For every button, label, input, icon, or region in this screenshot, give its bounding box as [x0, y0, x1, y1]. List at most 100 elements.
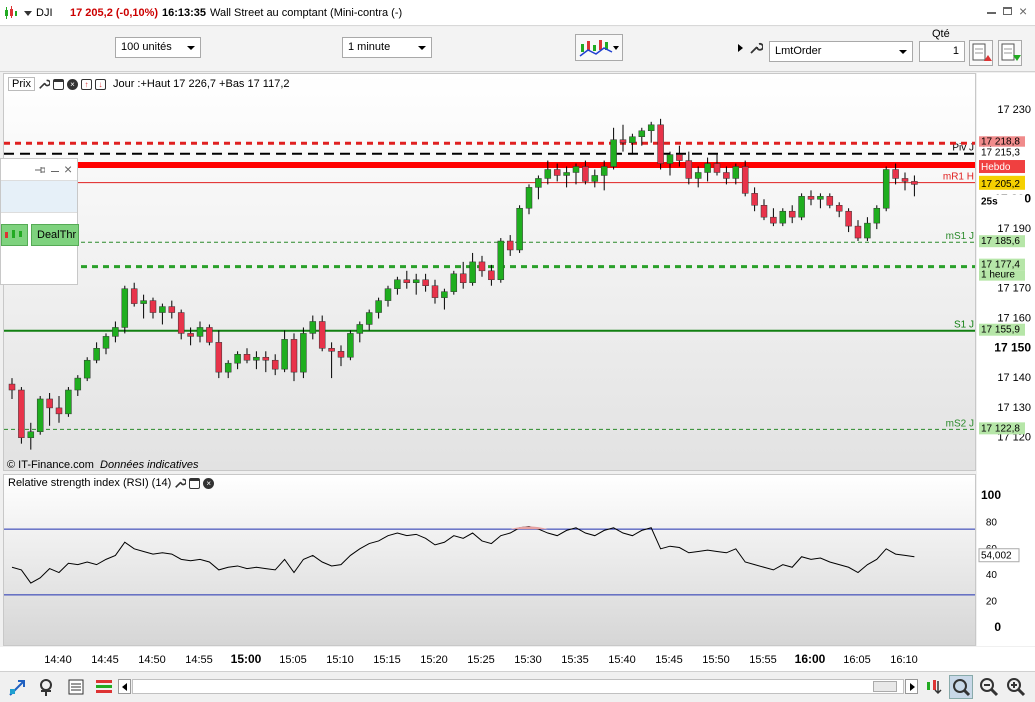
bottom-toolbar: [0, 671, 1035, 702]
widget-close-button[interactable]: ×: [64, 161, 73, 177]
candle: [347, 330, 354, 361]
candle: [478, 255, 486, 277]
bullish-candle-body: [600, 166, 608, 176]
time-axis-label: 15:50: [702, 654, 730, 666]
close-panel-icon[interactable]: ×: [66, 78, 78, 90]
bullish-candle-body: [384, 288, 392, 301]
candle: [469, 252, 476, 286]
ms1-level-text: 17 185,6: [981, 236, 1020, 247]
restore-button[interactable]: [1003, 7, 1012, 15]
bearish-candle-body: [206, 327, 213, 343]
candle: [770, 208, 777, 227]
sell-order-button[interactable]: [998, 40, 1022, 66]
price-chart-panel[interactable]: Piv J mR1 H mS1 J S1 J mS2 J Prix × ↑ ↓ Jour…: [3, 73, 976, 471]
dropdown-arrow-icon[interactable]: [24, 11, 32, 16]
trading-widget[interactable]: × DealThr: [0, 158, 79, 285]
rsi-panel-title: Relative strength index (RSI) (14): [8, 477, 172, 489]
candle: [610, 127, 617, 170]
window-icon[interactable]: [52, 78, 64, 90]
drawing-list-icon[interactable]: [66, 677, 86, 697]
wrench-icon[interactable]: [174, 477, 187, 489]
candle: [845, 208, 852, 233]
order-type-select[interactable]: LmtOrder: [769, 41, 913, 62]
zoom-in-icon[interactable]: [1006, 677, 1026, 697]
close-panel-icon[interactable]: ×: [203, 477, 215, 489]
bearish-candle-body: [431, 285, 439, 298]
bearish-candle-body: [506, 240, 514, 251]
candle: [55, 395, 63, 423]
candle: [309, 315, 317, 340]
interval-select[interactable]: 1 minute: [342, 37, 432, 58]
widget-minimize-button[interactable]: [51, 171, 59, 172]
candle: [741, 160, 749, 197]
bearish-candle-body: [130, 288, 138, 304]
dealthrough-button[interactable]: DealThr: [31, 224, 79, 246]
candle: [892, 163, 899, 185]
collapse-arrow-icon[interactable]: [738, 44, 743, 52]
time-axis-label: 15:40: [608, 654, 636, 666]
candle: [600, 160, 608, 191]
window-icon[interactable]: [189, 477, 201, 489]
price-panel-header: Prix × ↑ ↓ Jour :+Haut 17 226,7 +Bas 17 …: [8, 77, 290, 91]
bullish-candle-body: [544, 169, 552, 179]
bullish-candle-body: [610, 139, 617, 167]
pin-icon[interactable]: [35, 165, 45, 175]
cursor-tool-icon[interactable]: [8, 677, 28, 697]
bullish-candle-body: [309, 321, 317, 334]
close-button[interactable]: ×: [1019, 3, 1028, 19]
move-down-icon[interactable]: ↓: [94, 78, 106, 90]
wrench-icon[interactable]: [749, 41, 763, 55]
widget-small-button[interactable]: [1, 224, 28, 246]
rsi-panel[interactable]: Relative strength index (RSI) (14) ×: [3, 474, 976, 646]
bullish-candle-body: [83, 359, 91, 379]
magnet-tool-icon[interactable]: [37, 677, 57, 697]
quantity-select[interactable]: 100 unités: [115, 37, 201, 58]
bullish-candle-body: [525, 187, 533, 209]
widget-button-row: DealThr: [1, 224, 79, 246]
candle: [901, 172, 909, 191]
candle: [431, 279, 439, 304]
scroll-left-button[interactable]: [118, 679, 131, 694]
ms2-level-text: 17 122,8: [981, 423, 1020, 434]
quantity-input[interactable]: 1: [919, 41, 965, 62]
s1-level-text: 17 155,9: [981, 325, 1020, 336]
scroll-right-button[interactable]: [905, 679, 918, 694]
candle: [215, 330, 223, 379]
zoom-fit-button[interactable]: [949, 675, 973, 699]
bearish-candle-body: [478, 261, 486, 272]
rsi-axis-label: 0: [994, 620, 1001, 634]
bullish-candle-body: [140, 300, 147, 304]
time-axis-label: 15:20: [420, 654, 448, 666]
current-price-box: [979, 175, 1025, 190]
candle: [262, 351, 270, 373]
bearish-candle-body: [337, 351, 345, 358]
scrollbar-thumb[interactable]: [873, 681, 897, 692]
auto-scroll-icon[interactable]: [924, 677, 944, 697]
time-axis-label: 14:55: [185, 654, 213, 666]
zoom-out-icon[interactable]: [979, 677, 999, 697]
candle: [807, 190, 815, 206]
buy-order-button[interactable]: [969, 40, 993, 66]
price-axis-label: 17 190: [997, 223, 1031, 235]
bullish-candle-body: [121, 288, 129, 328]
minimize-button[interactable]: [987, 12, 996, 14]
level-name: Piv J: [952, 143, 974, 154]
candle: [854, 220, 862, 242]
bullish-candle-body: [647, 124, 655, 132]
bearish-candle-body: [318, 321, 326, 349]
price-axis-label: 17 140: [997, 372, 1031, 384]
price-axis-label: 17 150: [994, 340, 1031, 354]
move-up-icon[interactable]: ↑: [80, 78, 92, 90]
chart-style-button[interactable]: [575, 34, 623, 61]
time-scrollbar[interactable]: [132, 679, 904, 694]
credit-note: Données indicatives: [100, 459, 199, 471]
wrench-icon[interactable]: [38, 78, 50, 90]
bearish-candle-body: [854, 225, 862, 239]
level-name: mR1 H: [943, 172, 974, 183]
time-axis-label: 14:40: [44, 654, 72, 666]
indicator-tool-icon[interactable]: [94, 677, 114, 697]
widget-header: ×: [1, 159, 77, 181]
candle: [760, 199, 768, 221]
